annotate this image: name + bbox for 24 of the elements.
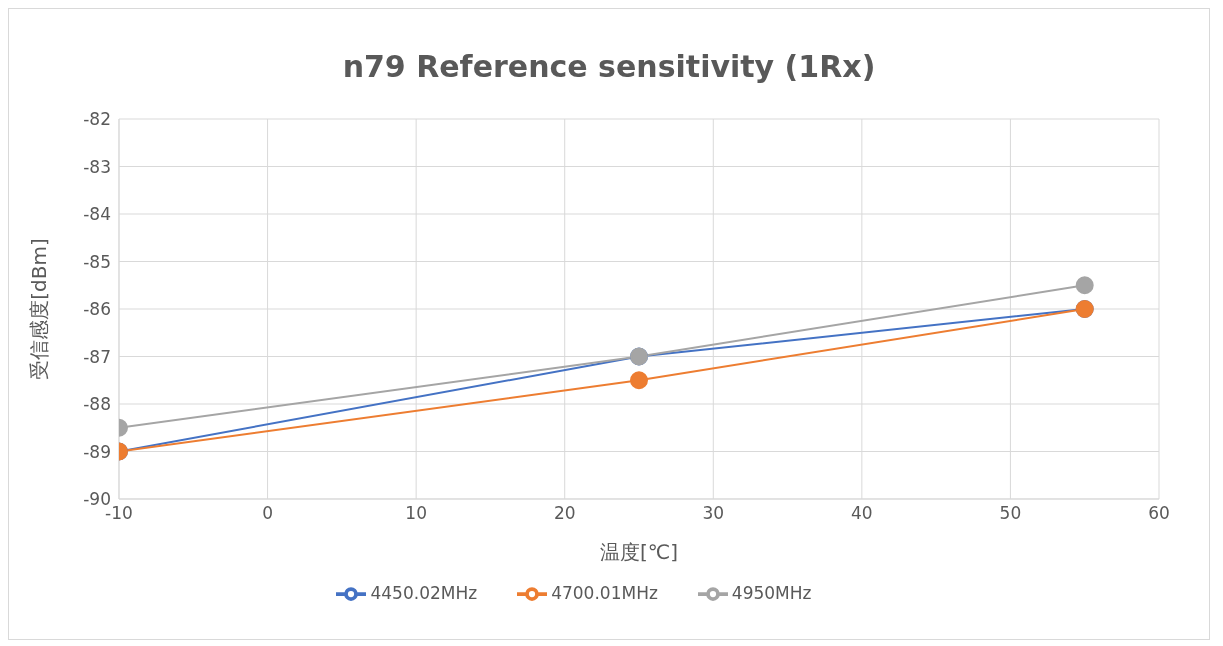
- x-axis-title: 温度[℃]: [599, 540, 679, 564]
- y-tick-label: -82: [83, 109, 111, 130]
- y-tick-label: -83: [83, 156, 111, 177]
- x-tick-label: 0: [262, 503, 273, 524]
- x-tick-label: 20: [553, 503, 576, 524]
- x-tick-label: 50: [999, 503, 1022, 524]
- legend-label: 4950MHz: [731, 582, 812, 603]
- y-tick-label: -85: [83, 251, 111, 272]
- y-tick-label: -84: [83, 204, 111, 225]
- point: [630, 371, 648, 390]
- legend-label: 4700.01MHz: [551, 582, 658, 603]
- point: [1075, 276, 1094, 295]
- chart-title: n79 Reference sensitivity (1Rx): [341, 48, 877, 86]
- x-tick-label: 10: [405, 503, 427, 524]
- y-tick-label: -87: [83, 346, 111, 367]
- legend-label: 4450.02MHz: [370, 582, 478, 603]
- x-tick-label: 30: [702, 503, 725, 524]
- y-tick-label: -88: [83, 394, 111, 415]
- x-tick-label: 60: [1148, 503, 1170, 524]
- y-tick-label: -90: [83, 489, 111, 510]
- y-tick-label: -89: [83, 441, 111, 462]
- y-axis-title: 受信感度[dBm]: [27, 238, 52, 380]
- x-tick-label: 40: [851, 503, 873, 524]
- y-tick-label: -86: [83, 299, 111, 320]
